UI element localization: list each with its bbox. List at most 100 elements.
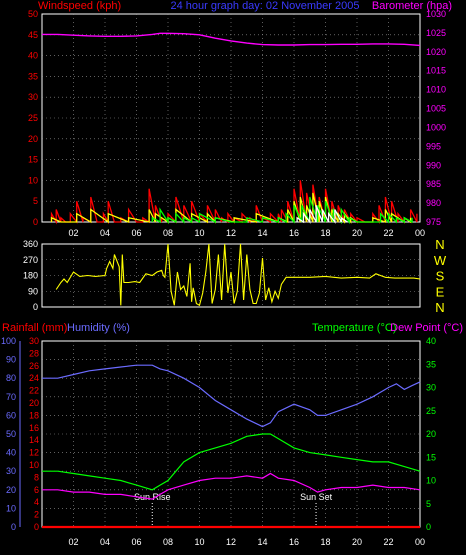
sun-set-label: Sun Set	[300, 492, 333, 502]
compass-label: S	[436, 269, 445, 284]
humidity-y-tick-label: 50	[6, 429, 16, 439]
wind-panel-x-tick-label: 06	[131, 228, 141, 238]
barometer-y-tick-label: 1015	[426, 66, 446, 76]
wind-panel-x-tick-label: 16	[289, 228, 299, 238]
humidity-y-tick-label: 20	[6, 485, 16, 495]
temperature-y-tick-label: 25	[426, 406, 436, 416]
sun-rise-label: Sun Rise	[134, 492, 171, 502]
lull-series-line	[296, 205, 348, 224]
rainfall-axis-title: Rainfall (mm)	[2, 322, 67, 334]
humidity-panel-x-tick-label: 14	[257, 537, 267, 547]
barometer-y-tick-label: 975	[426, 217, 441, 227]
rainfall-y-tick-label: 4	[34, 497, 39, 507]
barometer-y-tick-label: 1020	[426, 47, 446, 57]
barometer-y-tick-label: 985	[426, 179, 441, 189]
humidity-panel-x-tick-label: 20	[352, 537, 362, 547]
barometer-y-tick-label: 1005	[426, 104, 446, 114]
barometer-y-tick-label: 990	[426, 160, 441, 170]
humidity-panel-x-tick-label: 02	[68, 537, 78, 547]
humidity-panel-x-tick-label: 06	[131, 537, 141, 547]
rainfall-y-tick-label: 14	[29, 435, 39, 445]
rainfall-y-tick-label: 24	[29, 373, 39, 383]
humidity-axis-title: Humidity (%)	[67, 322, 130, 334]
windspeed-axis-title: Windspeed (kph)	[38, 0, 121, 12]
windspeed-y-tick-label: 5	[33, 196, 38, 206]
wind-panel-x-tick-label: 02	[68, 228, 78, 238]
windspeed-y-tick-label: 35	[28, 71, 38, 81]
rainfall-y-tick-label: 18	[29, 410, 39, 420]
humidity-y-tick-label: 40	[6, 448, 16, 458]
direction-y-tick-label: 90	[28, 286, 38, 296]
wind-panel-x-tick-label: 04	[100, 228, 110, 238]
direction-y-tick-label: 270	[23, 255, 38, 265]
wind-panel-x-tick-label: 10	[194, 228, 204, 238]
rainfall-y-tick-label: 26	[29, 361, 39, 371]
humidity-panel-x-tick-label: 08	[163, 537, 173, 547]
windspeed-y-tick-label: 50	[28, 9, 38, 19]
direction-y-tick-label: 180	[23, 271, 38, 281]
humidity-panel-x-tick-label: 22	[383, 537, 393, 547]
barometer-y-tick-label: 980	[426, 198, 441, 208]
rainfall-y-tick-label: 6	[34, 485, 39, 495]
chart-title: 24 hour graph day: 02 November 2005	[171, 0, 360, 12]
temperature-y-tick-label: 40	[426, 336, 436, 346]
temperature-y-tick-label: 35	[426, 359, 436, 369]
barometer-y-tick-label: 1010	[426, 85, 446, 95]
barometer-y-tick-label: 995	[426, 141, 441, 151]
wind-panel-x-tick-label: 20	[352, 228, 362, 238]
humidity-y-tick-label: 10	[6, 503, 16, 513]
humidity-y-tick-label: 30	[6, 466, 16, 476]
windspeed-y-tick-label: 15	[28, 155, 38, 165]
humidity-y-tick-label: 60	[6, 410, 16, 420]
rainfall-y-tick-label: 8	[34, 472, 39, 482]
rainfall-y-tick-label: 16	[29, 423, 39, 433]
humidity-panel-x-tick-label: 18	[320, 537, 330, 547]
humidity-panel-x-tick-label: 00	[415, 537, 425, 547]
temperature-y-tick-label: 0	[426, 522, 431, 532]
compass-label: N	[435, 300, 444, 315]
rainfall-y-tick-label: 2	[34, 510, 39, 520]
compass-label: N	[435, 237, 444, 252]
wind-panel-x-tick-label: 18	[320, 228, 330, 238]
temperature-axis-title: Temperature (°C)	[312, 322, 396, 334]
humidity-panel-x-tick-label: 10	[194, 537, 204, 547]
temperature-y-tick-label: 30	[426, 383, 436, 393]
compass-label: W	[434, 253, 447, 268]
windspeed-y-tick-label: 30	[28, 92, 38, 102]
rainfall-y-tick-label: 0	[34, 522, 39, 532]
dewpoint-line	[42, 472, 421, 500]
windspeed-y-tick-label: 40	[28, 51, 38, 61]
temperature-y-tick-label: 10	[426, 476, 436, 486]
dewpoint-axis-title: Dew Point (°C)	[390, 322, 463, 334]
barometer-y-tick-label: 1000	[426, 122, 446, 132]
direction-y-tick-label: 360	[23, 239, 38, 249]
direction-y-tick-label: 0	[33, 302, 38, 312]
barometer-axis-title: Barometer (hpa)	[372, 0, 452, 12]
humidity-y-tick-label: 80	[6, 373, 16, 383]
wind-panel-x-tick-label: 22	[383, 228, 393, 238]
humidity-panel-x-tick-label: 12	[226, 537, 236, 547]
rainfall-y-tick-label: 28	[29, 348, 39, 358]
rainfall-y-tick-label: 12	[29, 448, 39, 458]
windspeed-y-tick-label: 10	[28, 175, 38, 185]
humidity-y-tick-label: 90	[6, 355, 16, 365]
temperature-y-tick-label: 5	[426, 499, 431, 509]
wind-panel-x-tick-label: 00	[415, 228, 425, 238]
windspeed-y-tick-label: 20	[28, 134, 38, 144]
windspeed-y-tick-label: 0	[33, 217, 38, 227]
wind-panel-x-tick-label: 08	[163, 228, 173, 238]
humidity-y-tick-label: 0	[11, 522, 16, 532]
wind-direction-line	[55, 243, 421, 307]
humidity-y-tick-label: 70	[6, 392, 16, 402]
humidity-line	[42, 364, 421, 428]
barometer-y-tick-label: 1030	[426, 9, 446, 19]
temperature-y-tick-label: 15	[426, 452, 436, 462]
humidity-panel-x-tick-label: 16	[289, 537, 299, 547]
rainfall-y-tick-label: 22	[29, 386, 39, 396]
rainfall-y-tick-label: 30	[29, 336, 39, 346]
humidity-y-tick-label: 100	[1, 336, 16, 346]
windspeed-y-tick-label: 45	[28, 30, 38, 40]
temperature-y-tick-label: 20	[426, 429, 436, 439]
wind-panel-x-tick-label: 12	[226, 228, 236, 238]
